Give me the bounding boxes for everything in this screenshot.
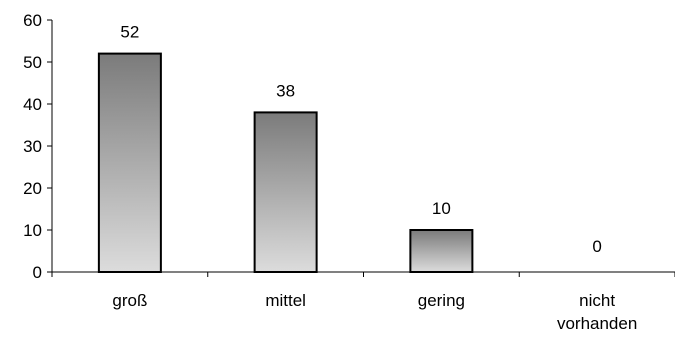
bar (409, 229, 474, 273)
y-tick-label: 50 (23, 53, 42, 72)
bar-value-label: 52 (120, 23, 139, 42)
y-tick-label: 40 (23, 95, 42, 114)
data-labels: 52 38 10 0 (120, 23, 601, 256)
y-tick-label: 60 (23, 11, 42, 30)
x-category-label: vorhanden (557, 314, 637, 333)
bar-value-label: 10 (432, 199, 451, 218)
y-tick-label: 30 (23, 137, 42, 156)
y-axis: 0 10 20 30 40 50 60 (23, 11, 53, 282)
x-category-label: mittel (265, 291, 306, 310)
bars (97, 52, 474, 274)
bar (97, 52, 162, 273)
bar-value-label: 0 (592, 237, 601, 256)
bar (253, 111, 318, 274)
y-tick-label: 20 (23, 179, 42, 198)
bar-value-label: 38 (276, 81, 295, 100)
y-tick-label: 0 (33, 263, 42, 282)
y-tick-label: 10 (23, 221, 42, 240)
x-category-label: gering (418, 291, 465, 310)
x-category-label: nicht (579, 291, 615, 310)
x-axis: groß mittel gering nicht vorhanden (51, 271, 675, 333)
x-category-label: groß (112, 291, 147, 310)
